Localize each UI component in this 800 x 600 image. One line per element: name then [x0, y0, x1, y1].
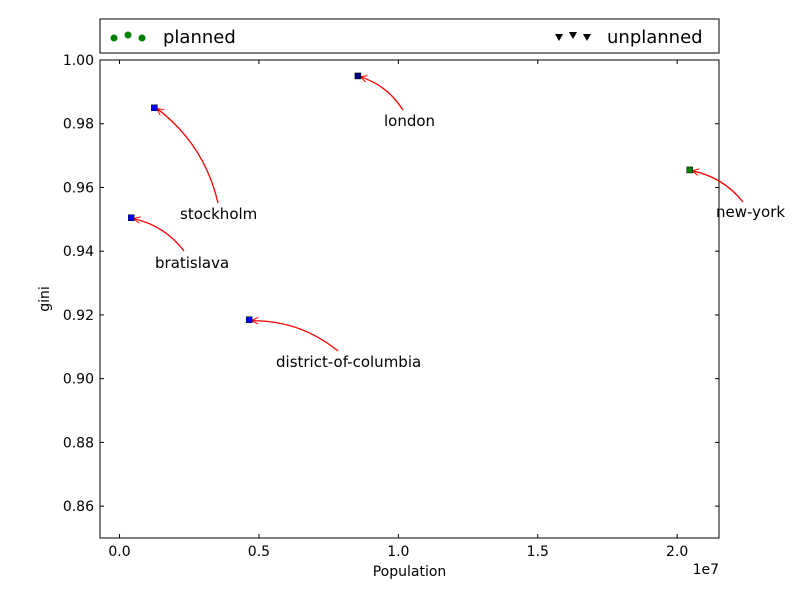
data-point	[127, 214, 135, 221]
legend-unplanned-marker	[583, 34, 591, 41]
legend-label-planned: planned	[163, 27, 236, 48]
legend-planned-marker	[124, 31, 132, 39]
y-tick-label: 0.98	[63, 117, 94, 133]
point-label: stockholm	[180, 205, 257, 223]
x-tick-label: 1.5	[527, 544, 549, 560]
x-tick-label: 0.5	[248, 544, 270, 560]
x-tick-label: 0.0	[108, 544, 130, 560]
y-axis-label: gini	[37, 286, 53, 312]
annotation-arrow	[157, 109, 219, 204]
legend-unplanned-marker	[555, 34, 563, 41]
annotation-arrow	[361, 77, 404, 111]
x-tick-label: 2.0	[666, 544, 688, 560]
legend-planned-markers	[110, 31, 146, 42]
y-tick-label: 0.88	[63, 435, 94, 451]
data-point	[354, 72, 362, 80]
x-axis-offset-label: 1e7	[693, 562, 719, 578]
y-tick-label: 0.86	[63, 499, 94, 515]
plot-area	[99, 59, 720, 539]
axis-ticks: 0.0 0.5 1.0 1.5 2.0 0.86 0.88 0.90 0.92 0.94 0.96 0…	[63, 53, 719, 560]
y-tick-label: 0.90	[63, 372, 94, 388]
y-tick-label: 0.92	[63, 308, 94, 324]
point-label: bratislava	[155, 254, 229, 272]
point-label: new-york	[716, 203, 785, 221]
annotations: bratislava stockholm district-of-columbia l…	[134, 77, 785, 371]
data-point	[151, 104, 158, 112]
legend-unplanned-marker	[569, 32, 577, 39]
y-tick-label: 1.00	[63, 53, 94, 69]
annotation-arrow	[693, 171, 744, 203]
annotation-arrow	[134, 219, 185, 252]
data-point	[686, 166, 693, 174]
x-tick-label: 1.0	[387, 544, 409, 560]
point-label: london	[384, 112, 435, 130]
legend-planned-marker	[138, 34, 146, 42]
legend-unplanned-markers	[555, 32, 591, 41]
legend-label-unplanned: unplanned	[607, 27, 703, 48]
y-tick-label: 0.96	[63, 180, 94, 196]
annotation-arrow	[252, 321, 339, 352]
data-point	[245, 316, 253, 323]
y-tick-label: 0.94	[63, 244, 94, 260]
legend-frame	[99, 18, 720, 54]
point-label: district-of-columbia	[276, 353, 421, 371]
x-axis-label: Population	[373, 564, 447, 580]
data-points	[127, 72, 693, 323]
legend: planned unplanned	[99, 18, 720, 54]
legend-planned-marker	[110, 34, 118, 42]
